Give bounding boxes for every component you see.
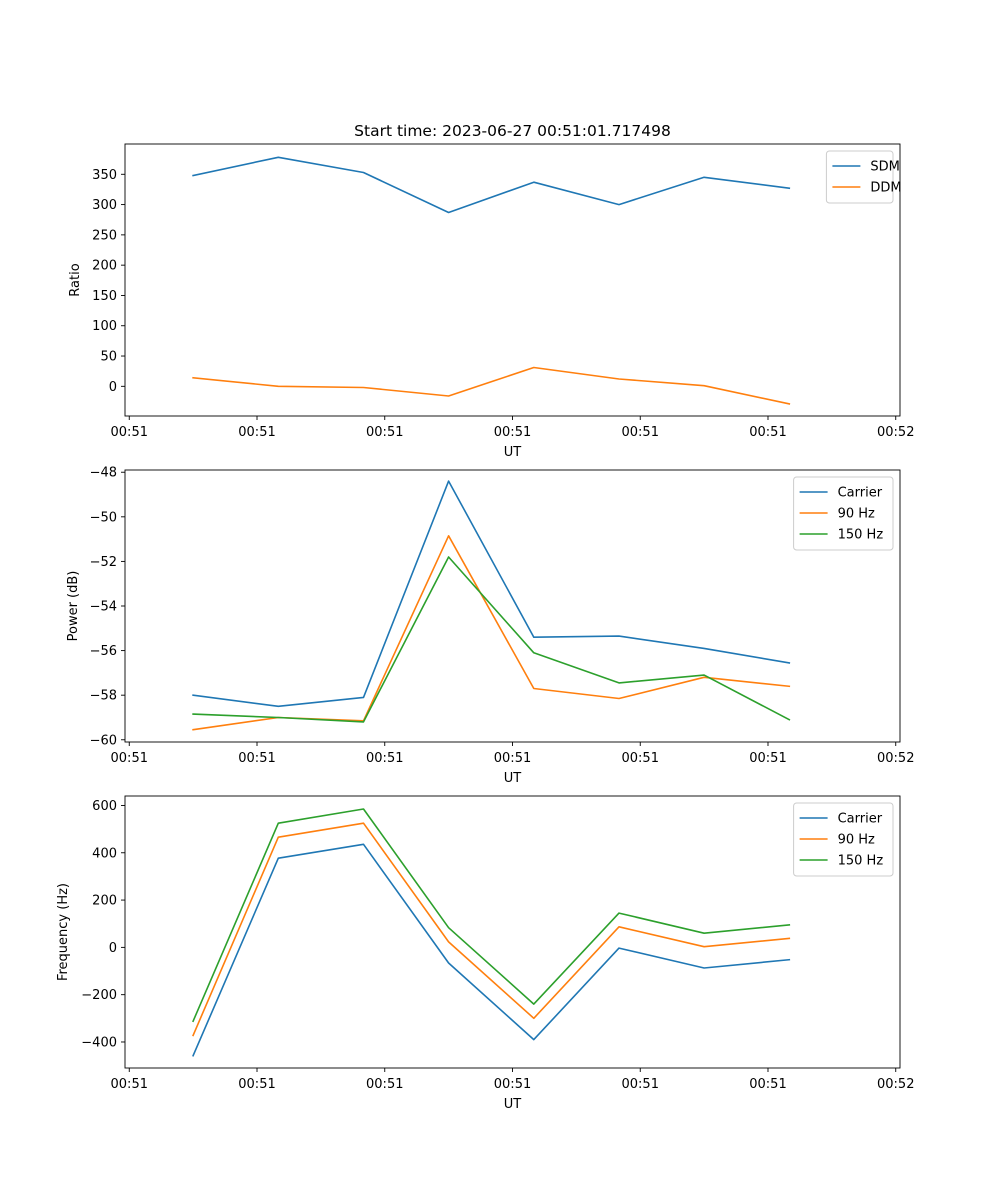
y-tick-label: −54 bbox=[90, 600, 117, 615]
x-tick-label: 00:52 bbox=[877, 1077, 914, 1092]
x-tick-label: 00:51 bbox=[749, 1077, 786, 1092]
series-line-ddm bbox=[192, 366, 791, 405]
legend: SDM DDM bbox=[825, 150, 902, 204]
x-tick-label: 00:51 bbox=[494, 1077, 531, 1092]
y-tick-label: 50 bbox=[100, 350, 117, 365]
series-line-carrier bbox=[192, 843, 791, 1057]
x-tick-label: 00:51 bbox=[366, 425, 403, 440]
x-tick-label: 00:51 bbox=[622, 751, 659, 766]
legend-entry: SDM bbox=[870, 160, 899, 175]
x-tick-label: 00:51 bbox=[494, 425, 531, 440]
chart-2: 00:51 00:51 00:51 00:51 00:51 00:51 00:52 −400 −… bbox=[56, 795, 914, 1112]
y-tick-label: −52 bbox=[90, 555, 117, 570]
x-axis-label: UT bbox=[504, 445, 522, 460]
legend-entry: Carrier bbox=[838, 812, 883, 827]
x-tick-label: 00:51 bbox=[111, 751, 148, 766]
x-tick-label: 00:51 bbox=[749, 425, 786, 440]
x-tick-label: 00:51 bbox=[622, 1077, 659, 1092]
legend-box bbox=[793, 476, 894, 551]
y-tick-label: 0 bbox=[109, 380, 117, 395]
y-tick-label: 300 bbox=[92, 198, 117, 213]
x-tick-label: 00:51 bbox=[749, 751, 786, 766]
series-line-150-hz bbox=[192, 556, 791, 723]
legend-entry: Carrier bbox=[838, 486, 883, 501]
y-tick-label: 200 bbox=[92, 259, 117, 274]
x-tick-label: 00:51 bbox=[111, 1077, 148, 1092]
legend-entry: 150 Hz bbox=[838, 854, 884, 869]
y-tick-label: −58 bbox=[90, 689, 117, 704]
x-tick-label: 00:51 bbox=[111, 425, 148, 440]
legend-entry: DDM bbox=[870, 181, 901, 196]
y-tick-label: −48 bbox=[90, 466, 117, 481]
series-line-carrier bbox=[192, 480, 791, 708]
y-axis-label: Power (dB) bbox=[66, 571, 81, 642]
x-tick-label: 00:51 bbox=[366, 1077, 403, 1092]
x-axis-label: UT bbox=[504, 1097, 522, 1112]
legend: Carrier 90 Hz 150 Hz bbox=[793, 802, 894, 877]
y-axis-label: Ratio bbox=[68, 263, 83, 296]
y-tick-label: −200 bbox=[81, 988, 117, 1003]
y-tick-label: 150 bbox=[92, 289, 117, 304]
x-tick-label: 00:51 bbox=[494, 751, 531, 766]
y-axis-label: Frequency (Hz) bbox=[56, 883, 71, 981]
series-line-90-hz bbox=[192, 822, 791, 1037]
x-tick-label: 00:51 bbox=[622, 425, 659, 440]
y-tick-label: −400 bbox=[81, 1035, 117, 1050]
x-axis-label: UT bbox=[504, 771, 522, 786]
series-line-sdm bbox=[192, 156, 791, 214]
legend-box bbox=[793, 802, 894, 877]
y-tick-label: 250 bbox=[92, 228, 117, 243]
legend: Carrier 90 Hz 150 Hz bbox=[793, 476, 894, 551]
x-tick-label: 00:51 bbox=[238, 1077, 275, 1092]
legend-box bbox=[825, 150, 894, 204]
y-tick-label: 200 bbox=[92, 894, 117, 909]
y-tick-label: −60 bbox=[90, 733, 117, 748]
y-tick-label: −50 bbox=[90, 510, 117, 525]
chart-0: 00:51 00:51 00:51 00:51 00:51 00:51 00:52 0 50 10… bbox=[68, 122, 914, 460]
y-tick-label: −56 bbox=[90, 644, 117, 659]
y-tick-label: 350 bbox=[92, 168, 117, 183]
x-tick-label: 00:51 bbox=[366, 751, 403, 766]
chart-title: Start time: 2023-06-27 00:51:01.717498 bbox=[354, 122, 671, 140]
series-line-150-hz bbox=[192, 808, 791, 1023]
legend-entry: 90 Hz bbox=[838, 507, 875, 522]
y-tick-label: 600 bbox=[92, 799, 117, 814]
y-tick-label: 100 bbox=[92, 319, 117, 334]
x-tick-label: 00:51 bbox=[238, 751, 275, 766]
y-tick-label: 400 bbox=[92, 846, 117, 861]
x-tick-label: 00:52 bbox=[877, 751, 914, 766]
y-tick-label: 0 bbox=[109, 941, 117, 956]
legend-entry: 90 Hz bbox=[838, 833, 875, 848]
x-tick-label: 00:52 bbox=[877, 425, 914, 440]
legend-entry: 150 Hz bbox=[838, 528, 884, 543]
chart-1: 00:51 00:51 00:51 00:51 00:51 00:51 00:52 −60 −5… bbox=[66, 466, 914, 786]
x-tick-label: 00:51 bbox=[238, 425, 275, 440]
